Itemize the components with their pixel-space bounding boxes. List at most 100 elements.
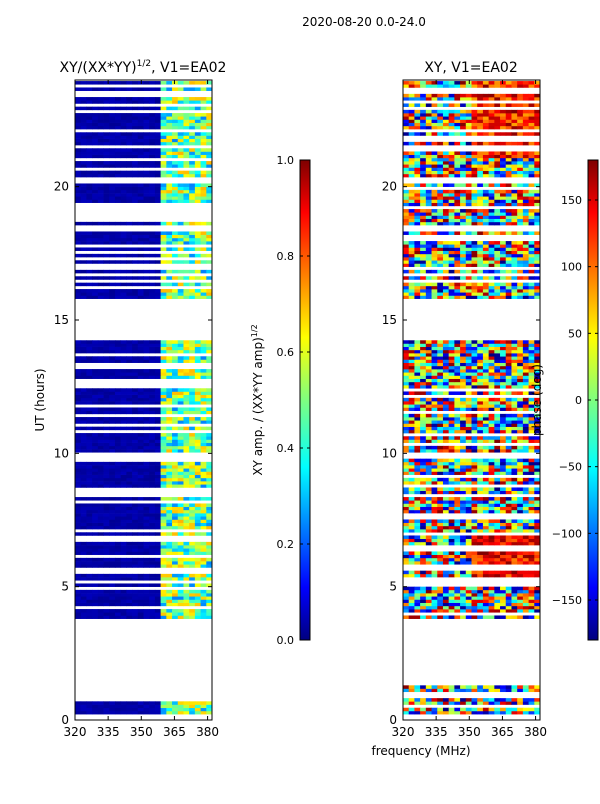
heatmap-cell (206, 292, 212, 296)
heatmap-cell (466, 685, 472, 689)
heatmap-cell (414, 366, 420, 370)
heatmap-cell (104, 542, 110, 546)
heatmap-cell (420, 561, 426, 565)
heatmap-cell (511, 427, 517, 431)
heatmap-cell (494, 286, 500, 290)
heatmap-cell (115, 711, 121, 715)
heatmap-cell (144, 439, 150, 443)
heatmap-cell (86, 113, 92, 117)
heatmap-cell (144, 603, 150, 607)
heatmap-cell (477, 359, 483, 363)
heatmap-cell (178, 135, 184, 139)
heatmap-cell (477, 561, 483, 565)
heatmap-cell (183, 407, 189, 411)
heatmap-cell (98, 187, 104, 191)
heatmap-cell (172, 139, 178, 143)
heatmap-cell (403, 593, 409, 597)
heatmap-cell (454, 535, 460, 539)
heatmap-cell (183, 289, 189, 293)
heatmap-cell (517, 561, 523, 565)
heatmap-cell (166, 395, 172, 399)
heatmap-cell (104, 516, 110, 520)
heatmap-cell (414, 382, 420, 386)
heatmap-cell (183, 164, 189, 168)
heatmap-cell (166, 603, 172, 607)
heatmap-cell (121, 395, 127, 399)
heatmap-cell (420, 174, 426, 178)
heatmap-cell (403, 407, 409, 411)
heatmap-cell (115, 439, 121, 443)
heatmap-cell (206, 548, 212, 552)
heatmap-cell (201, 139, 207, 143)
heatmap-cell (494, 596, 500, 600)
heatmap-cell (523, 685, 529, 689)
heatmap-cell (183, 97, 189, 101)
heatmap-cell (155, 507, 161, 511)
heatmap-cell (132, 603, 138, 607)
heatmap-cell (138, 510, 144, 514)
heatmap-cell (472, 385, 478, 389)
heatmap-cell (449, 263, 455, 267)
heatmap-cell (98, 289, 104, 293)
heatmap-cell (443, 219, 449, 223)
heatmap-cell (443, 350, 449, 354)
heatmap-cell (75, 411, 81, 415)
heatmap-cell (138, 596, 144, 600)
heatmap-cell (86, 513, 92, 517)
heatmap-cell (132, 475, 138, 479)
heatmap-cell (138, 276, 144, 280)
heatmap-cell (161, 171, 167, 175)
heatmap-cell (189, 574, 195, 578)
heatmap-cell (132, 484, 138, 488)
heatmap-cell (517, 193, 523, 197)
heatmap-cell (511, 407, 517, 411)
heatmap-cell (115, 254, 121, 258)
heatmap-cell (109, 484, 115, 488)
heatmap-cell (449, 289, 455, 293)
heatmap-cell (403, 251, 409, 255)
heatmap-cell (500, 190, 506, 194)
heatmap-cell (449, 254, 455, 258)
heatmap-cell (523, 491, 529, 495)
heatmap-cell (178, 484, 184, 488)
heatmap-cell (511, 689, 517, 693)
heatmap-cell (449, 708, 455, 712)
heatmap-cell (98, 395, 104, 399)
heatmap-cell (432, 417, 438, 421)
heatmap-cell (144, 708, 150, 712)
heatmap-cell (500, 439, 506, 443)
heatmap-cell (506, 615, 512, 619)
heatmap-cell (432, 446, 438, 450)
heatmap-cell (420, 363, 426, 367)
heatmap-cell (414, 685, 420, 689)
heatmap-cell (172, 599, 178, 603)
heatmap-cell (183, 516, 189, 520)
heatmap-cell (460, 247, 466, 251)
heatmap-cell (201, 292, 207, 296)
heatmap-cell (432, 711, 438, 715)
heatmap-cell (75, 161, 81, 165)
heatmap-cell (109, 247, 115, 251)
heatmap-cell (437, 468, 443, 472)
heatmap-cell (454, 423, 460, 427)
heatmap-cell (414, 247, 420, 251)
heatmap-cell (420, 599, 426, 603)
heatmap-cell (144, 705, 150, 709)
heatmap-cell (529, 711, 535, 715)
heatmap-cell (92, 107, 98, 111)
heatmap-cell (500, 417, 506, 421)
heatmap-cell (172, 161, 178, 165)
heatmap-cell (104, 558, 110, 562)
heatmap-cell (201, 340, 207, 344)
heatmap-cell (149, 443, 155, 447)
heatmap-cell (472, 343, 478, 347)
heatmap-cell (98, 270, 104, 274)
heatmap-cell (109, 513, 115, 517)
heatmap-cell (460, 407, 466, 411)
heatmap-cell (432, 286, 438, 290)
heatmap-cell (161, 532, 167, 536)
heatmap-cell (529, 343, 535, 347)
heatmap-cell (138, 350, 144, 354)
heatmap-cell (437, 526, 443, 530)
heatmap-cell (206, 289, 212, 293)
